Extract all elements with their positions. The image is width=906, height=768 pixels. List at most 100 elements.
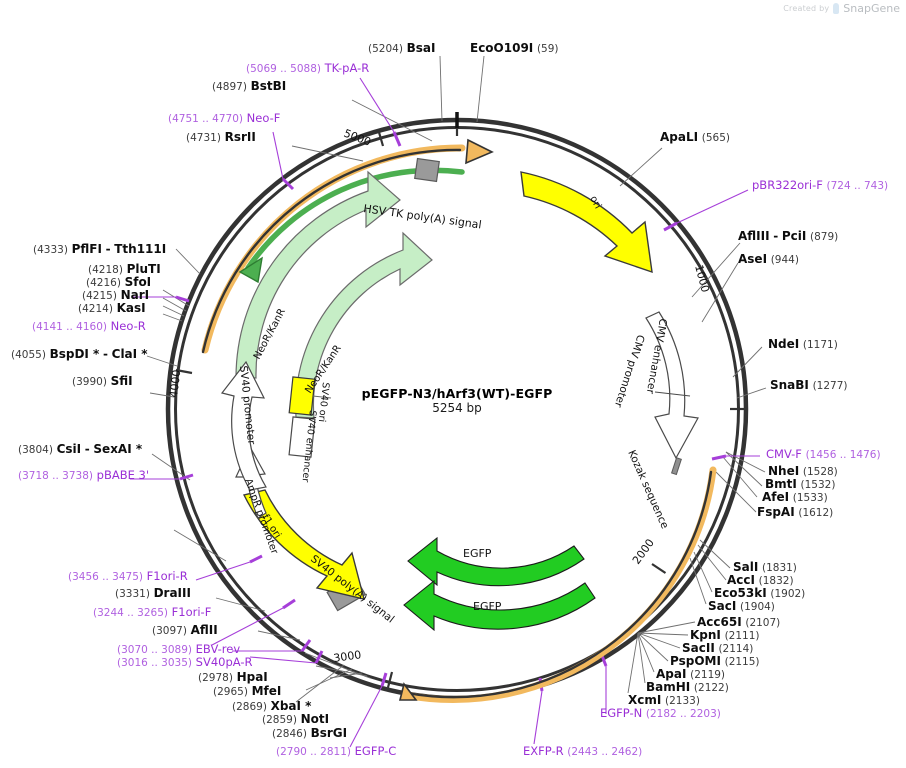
enzyme-label-apali[interactable]: ApaLI (565) bbox=[660, 131, 730, 145]
enzyme-label-pflfi-tth111i[interactable]: (4333) PflFI - Tth111I bbox=[33, 243, 166, 257]
enzyme-pos: (1533) bbox=[792, 492, 828, 504]
enzyme-label-bmti[interactable]: BmtI (1532) bbox=[765, 478, 835, 492]
enzyme-label-sali[interactable]: SalI (1831) bbox=[733, 561, 797, 575]
enzyme-label-snabi[interactable]: SnaBI (1277) bbox=[770, 379, 847, 393]
enzyme-label-bspdi-clai[interactable]: (4055) BspDI * - ClaI * bbox=[11, 348, 148, 362]
snapgene-logo-icon bbox=[833, 3, 840, 14]
enzyme-label-rsrii[interactable]: (4731) RsrII bbox=[186, 131, 256, 145]
primer-range: (2182 .. 2203) bbox=[645, 708, 721, 720]
primer-label-egfp-n[interactable]: EGFP-N (2182 .. 2203) bbox=[600, 707, 721, 721]
enzyme-pos: (1904) bbox=[739, 601, 775, 613]
primer-range: (3718 .. 3738) bbox=[18, 470, 93, 482]
enzyme-label-pluti[interactable]: (4218) PluTI bbox=[88, 263, 161, 277]
primer-name: F1ori-F bbox=[171, 605, 212, 619]
primer-range: (4751 .. 4770) bbox=[168, 113, 243, 125]
enzyme-label-ecoo109i[interactable]: EcoO109I (59) bbox=[470, 42, 559, 56]
enzyme-label-ndei[interactable]: NdeI (1171) bbox=[768, 338, 838, 352]
primer-name: Neo-R bbox=[110, 319, 146, 333]
primer-name: Neo-F bbox=[246, 111, 281, 125]
enzyme-name-alt: SexAI * bbox=[93, 442, 143, 456]
enzyme-label-bsai[interactable]: (5204) BsaI bbox=[368, 42, 435, 56]
feature-sv40-promoter bbox=[220, 360, 267, 491]
feature-kozak-tick bbox=[670, 457, 682, 476]
primer-label-ebv-rev[interactable]: (3070 .. 3089) EBV-rev bbox=[117, 643, 240, 657]
snapgene-watermark: Created by SnapGene bbox=[783, 2, 900, 15]
primer-label-cmv-f[interactable]: CMV-F (1456 .. 1476) bbox=[766, 448, 881, 462]
primer-label-neo-f[interactable]: (4751 .. 4770) Neo-F bbox=[168, 112, 280, 126]
primer-label-sv40pa-r[interactable]: (3016 .. 3035) SV40pA-R bbox=[117, 656, 253, 670]
enzyme-name: AccI bbox=[727, 573, 755, 587]
enzyme-label-csii-sexai[interactable]: (3804) CsiI - SexAI * bbox=[18, 443, 142, 457]
enzyme-name: NotI bbox=[300, 712, 330, 726]
primer-range: (3016 .. 3035) bbox=[117, 657, 192, 669]
enzyme-separator: - bbox=[103, 347, 108, 361]
enzyme-label-nhei[interactable]: NheI (1528) bbox=[768, 465, 838, 479]
enzyme-label-sfoi[interactable]: (4216) SfoI bbox=[86, 276, 151, 290]
primer-label-egfp-c[interactable]: (2790 .. 2811) EGFP-C bbox=[276, 745, 396, 759]
enzyme-label-saci[interactable]: SacI (1904) bbox=[708, 600, 775, 614]
enzyme-label-bstbi[interactable]: (4897) BstBI bbox=[212, 80, 286, 94]
primer-range: (5069 .. 5088) bbox=[246, 63, 321, 75]
enzyme-name-alt: ClaI * bbox=[111, 347, 148, 361]
enzyme-separator: - bbox=[84, 442, 90, 456]
enzyme-label-afliii-pcii[interactable]: AflIII - PciI (879) bbox=[738, 230, 838, 244]
watermark-madeby-text: Created by bbox=[783, 4, 830, 13]
primer-label-f1ori-f[interactable]: (3244 .. 3265) F1ori-F bbox=[93, 606, 211, 620]
enzyme-label-nari[interactable]: (4215) NarI bbox=[82, 289, 149, 303]
enzyme-name: AflII bbox=[190, 623, 218, 637]
primer-label-pbabe-3[interactable]: (3718 .. 3738) pBABE 3' bbox=[18, 469, 149, 483]
enzyme-label-sfii[interactable]: (3990) SfiI bbox=[72, 375, 133, 389]
enzyme-name: RsrII bbox=[224, 130, 256, 144]
primer-name: EXFP-R bbox=[523, 744, 564, 758]
enzyme-label-bsrgi[interactable]: (2846) BsrGI bbox=[272, 727, 347, 741]
enzyme-pos: (4218) bbox=[88, 264, 123, 276]
enzyme-name: SacI bbox=[708, 599, 737, 613]
primer-label-pbr322ori-f[interactable]: pBR322ori-F (724 .. 743) bbox=[752, 179, 888, 193]
enzyme-pos: (5204) bbox=[368, 43, 403, 55]
feature-egfp-1 bbox=[407, 536, 585, 587]
enzyme-name-alt: PciI bbox=[781, 229, 807, 243]
enzyme-name: FspAI bbox=[757, 505, 795, 519]
feature-label-hsv-tk: HSV TK poly(A) signal bbox=[363, 202, 483, 231]
enzyme-label-asei[interactable]: AseI (944) bbox=[738, 253, 799, 267]
enzyme-name: PflFI bbox=[71, 242, 102, 256]
enzyme-label-acc65i[interactable]: Acc65I (2107) bbox=[697, 616, 780, 630]
primer-label-tk-pa-r[interactable]: (5069 .. 5088) TK-pA-R bbox=[246, 62, 369, 76]
enzyme-name: Eco53kI bbox=[714, 586, 767, 600]
enzyme-name: XcmI bbox=[628, 693, 662, 707]
enzyme-name: Acc65I bbox=[697, 615, 742, 629]
enzyme-label-draiii[interactable]: (3331) DraIII bbox=[115, 587, 191, 601]
enzyme-label-xbai[interactable]: (2869) XbaI * bbox=[232, 700, 311, 714]
enzyme-label-kasi[interactable]: (4214) KasI bbox=[78, 302, 146, 316]
enzyme-name: DraIII bbox=[153, 586, 191, 600]
primer-label-neo-r[interactable]: (4141 .. 4160) Neo-R bbox=[32, 320, 146, 334]
enzyme-label-aflii[interactable]: (3097) AflII bbox=[152, 624, 218, 638]
primer-leader-lines bbox=[130, 77, 760, 748]
enzyme-label-hpai[interactable]: (2978) HpaI bbox=[198, 671, 268, 685]
enzyme-label-mfei[interactable]: (2965) MfeI bbox=[213, 685, 281, 699]
feature-label-kozak: Kozak sequence bbox=[625, 448, 670, 530]
plasmid-title-block: pEGFP-N3/hArf3(WT)-EGFP 5254 bp bbox=[357, 386, 557, 415]
enzyme-pos: (944) bbox=[770, 254, 799, 266]
enzyme-label-afei[interactable]: AfeI (1533) bbox=[762, 491, 828, 505]
primer-label-f1ori-r[interactable]: (3456 .. 3475) F1ori-R bbox=[68, 570, 188, 584]
plasmid-size: 5254 bp bbox=[432, 401, 482, 415]
ruler-label-2000: 2000 bbox=[630, 536, 657, 566]
enzyme-pos: (2859) bbox=[262, 714, 297, 726]
enzyme-pos: (3990) bbox=[72, 376, 107, 388]
primer-range: (3244 .. 3265) bbox=[93, 607, 168, 619]
enzyme-name: SacII bbox=[682, 641, 715, 655]
enzyme-name: SfiI bbox=[110, 374, 133, 388]
enzyme-label-bamhi[interactable]: BamHI (2122) bbox=[646, 681, 729, 695]
enzyme-label-apai[interactable]: ApaI (2119) bbox=[656, 668, 725, 682]
enzyme-label-fspai[interactable]: FspAI (1612) bbox=[757, 506, 833, 520]
primer-label-exfp-r[interactable]: EXFP-R (2443 .. 2462) bbox=[523, 745, 642, 759]
enzyme-label-sacii[interactable]: SacII (2114) bbox=[682, 642, 753, 656]
enzyme-pos: (4216) bbox=[86, 277, 121, 289]
enzyme-label-noti[interactable]: (2859) NotI bbox=[262, 713, 329, 727]
enzyme-label-kpni[interactable]: KpnI (2111) bbox=[690, 629, 759, 643]
enzyme-label-acci[interactable]: AccI (1832) bbox=[727, 574, 794, 588]
enzyme-label-eco53ki[interactable]: Eco53kI (1902) bbox=[714, 587, 805, 601]
enzyme-label-xcmi[interactable]: XcmI (2133) bbox=[628, 694, 700, 708]
enzyme-label-pspomi[interactable]: PspOMI (2115) bbox=[670, 655, 760, 669]
